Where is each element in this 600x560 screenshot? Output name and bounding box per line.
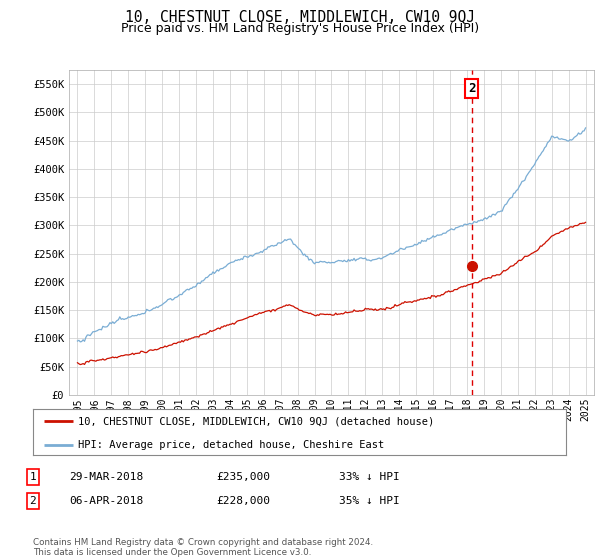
Text: 29-MAR-2018: 29-MAR-2018 xyxy=(69,472,143,482)
Text: 2: 2 xyxy=(29,496,37,506)
Text: £228,000: £228,000 xyxy=(216,496,270,506)
Text: 10, CHESTNUT CLOSE, MIDDLEWICH, CW10 9QJ (detached house): 10, CHESTNUT CLOSE, MIDDLEWICH, CW10 9QJ… xyxy=(78,416,434,426)
Text: 06-APR-2018: 06-APR-2018 xyxy=(69,496,143,506)
Text: 35% ↓ HPI: 35% ↓ HPI xyxy=(339,496,400,506)
Text: 10, CHESTNUT CLOSE, MIDDLEWICH, CW10 9QJ: 10, CHESTNUT CLOSE, MIDDLEWICH, CW10 9QJ xyxy=(125,10,475,25)
Text: 33% ↓ HPI: 33% ↓ HPI xyxy=(339,472,400,482)
Text: Contains HM Land Registry data © Crown copyright and database right 2024.
This d: Contains HM Land Registry data © Crown c… xyxy=(33,538,373,557)
Text: 2: 2 xyxy=(468,82,475,95)
Text: £235,000: £235,000 xyxy=(216,472,270,482)
Text: HPI: Average price, detached house, Cheshire East: HPI: Average price, detached house, Ches… xyxy=(78,440,385,450)
Text: 1: 1 xyxy=(29,472,37,482)
Text: Price paid vs. HM Land Registry's House Price Index (HPI): Price paid vs. HM Land Registry's House … xyxy=(121,22,479,35)
